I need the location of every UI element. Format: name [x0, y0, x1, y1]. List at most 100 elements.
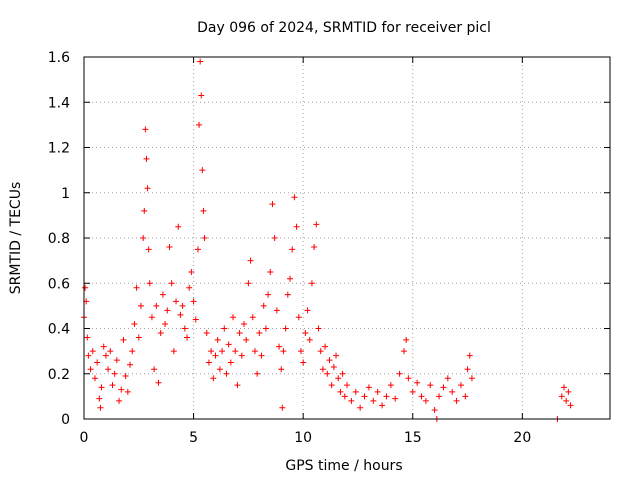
data-point	[357, 404, 364, 411]
data-point	[339, 370, 346, 377]
data-point	[240, 320, 247, 327]
x-tick-label: 5	[189, 430, 198, 446]
data-point	[199, 167, 206, 174]
y-tick-label: 0.8	[48, 231, 70, 247]
data-point	[122, 373, 129, 380]
data-point	[181, 325, 188, 332]
grid-lines	[84, 57, 610, 419]
data-point	[444, 375, 451, 382]
data-point	[258, 352, 265, 359]
data-point	[184, 334, 191, 341]
x-tick-label: 10	[294, 430, 312, 446]
data-point	[201, 235, 208, 241]
data-point	[269, 201, 276, 208]
data-point	[273, 307, 280, 314]
data-point	[260, 302, 267, 309]
data-point	[153, 302, 160, 309]
data-point	[111, 370, 118, 377]
data-point	[256, 330, 263, 337]
data-point	[200, 207, 207, 214]
data-point	[151, 366, 158, 373]
data-point	[374, 388, 381, 395]
data-point	[295, 314, 302, 321]
data-point	[282, 325, 289, 332]
data-point	[230, 314, 237, 321]
data-point	[276, 343, 283, 350]
data-point	[245, 280, 252, 287]
data-point	[140, 235, 147, 241]
data-point	[558, 393, 565, 400]
data-point	[91, 375, 98, 382]
data-point	[440, 384, 447, 391]
data-point	[208, 348, 215, 355]
data-point	[348, 397, 355, 404]
data-point	[291, 194, 298, 201]
data-point	[94, 359, 101, 366]
data-point	[326, 357, 333, 364]
data-point	[293, 223, 300, 230]
data-point	[267, 268, 274, 275]
data-point	[186, 284, 193, 291]
data-point	[328, 382, 335, 389]
data-point	[212, 352, 219, 359]
y-axis-label: SRMTID / TECUs	[8, 182, 24, 295]
data-point	[214, 336, 221, 343]
data-point	[418, 393, 425, 400]
data-point	[177, 311, 184, 318]
data-point	[279, 404, 286, 411]
data-point	[249, 314, 256, 321]
data-point	[466, 352, 473, 359]
data-point	[173, 298, 180, 305]
data-point	[219, 348, 226, 355]
data-point	[280, 348, 287, 355]
data-point	[205, 359, 212, 366]
y-tick-label: 0	[61, 412, 70, 428]
data-point	[137, 302, 144, 309]
data-point	[89, 348, 96, 355]
data-point	[304, 307, 311, 314]
data-point	[396, 370, 403, 377]
data-point	[116, 397, 123, 404]
plot-frame	[83, 56, 611, 420]
data-point	[337, 388, 344, 395]
data-point	[247, 257, 254, 264]
data-point	[324, 370, 331, 377]
y-tick-label: 0.2	[48, 367, 70, 383]
data-point	[341, 393, 348, 400]
data-point	[563, 397, 570, 404]
data-point	[287, 275, 294, 282]
data-point	[308, 280, 315, 287]
data-point	[405, 375, 412, 382]
data-point	[188, 268, 195, 275]
data-point	[427, 382, 434, 389]
chart-title: Day 096 of 2024, SRMTID for receiver pic…	[197, 20, 491, 36]
data-point	[87, 366, 94, 373]
data-point	[344, 382, 350, 389]
data-point	[297, 348, 304, 355]
data-point	[335, 375, 342, 382]
data-point	[311, 244, 318, 251]
data-point	[216, 366, 223, 373]
data-point	[194, 246, 201, 253]
data-point	[179, 302, 186, 309]
y-tick-label: 1.2	[48, 141, 70, 157]
x-axis-label: GPS time / hours	[285, 458, 402, 474]
data-point	[387, 382, 394, 389]
data-point	[131, 320, 138, 327]
data-point	[453, 397, 460, 404]
data-point	[333, 352, 340, 359]
data-point	[100, 343, 107, 350]
data-point	[232, 348, 239, 355]
data-point	[159, 291, 166, 298]
data-point	[457, 382, 464, 389]
data-point	[96, 395, 103, 402]
y-tick-label: 1	[61, 186, 70, 202]
y-tick-label: 0.6	[48, 276, 70, 292]
data-point	[127, 361, 134, 368]
data-point	[271, 235, 278, 241]
data-point	[129, 348, 136, 355]
data-point	[227, 359, 234, 366]
data-point	[379, 402, 386, 409]
data-point	[306, 336, 313, 343]
y-tick-label: 1.6	[48, 50, 70, 66]
